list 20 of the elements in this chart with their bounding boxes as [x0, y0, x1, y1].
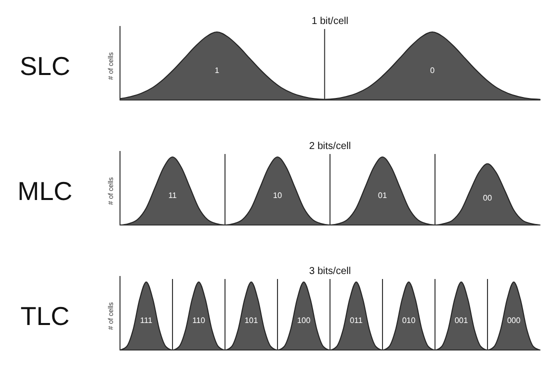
annotation: 100 [297, 316, 311, 325]
annotation: 001 [454, 316, 468, 325]
annotation: 101 [244, 316, 258, 325]
annotation: 01 [378, 190, 388, 200]
chart-subtitle: 2 bits/cell [309, 141, 351, 152]
annotation: 11 [168, 190, 178, 200]
annotation: 011 [350, 316, 364, 325]
chart-subtitle: 3 bits/cell [309, 266, 351, 277]
text: MLC [18, 176, 72, 206]
annotation: 00 [483, 194, 492, 203]
chart-subtitle: 1 bit/cell [312, 16, 348, 27]
text: SLC [20, 51, 70, 81]
annotation: 000 [507, 316, 521, 325]
text: TLC [20, 301, 70, 331]
annotation: 10 [273, 190, 282, 200]
annotation: 111 [140, 316, 153, 325]
annotation: 110 [192, 316, 206, 325]
annotation: 0 [430, 66, 436, 75]
annotation: 1 [214, 66, 220, 75]
annotation: 010 [402, 316, 416, 325]
